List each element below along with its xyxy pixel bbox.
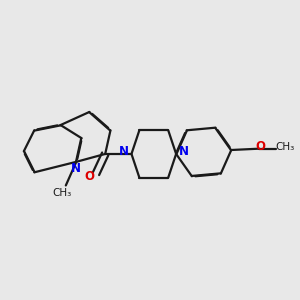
Text: N: N — [179, 145, 189, 158]
Text: O: O — [85, 170, 94, 183]
Text: N: N — [118, 145, 129, 158]
Text: O: O — [255, 140, 265, 153]
Text: CH₃: CH₃ — [52, 188, 71, 198]
Text: CH₃: CH₃ — [275, 142, 295, 152]
Text: N: N — [71, 162, 81, 175]
